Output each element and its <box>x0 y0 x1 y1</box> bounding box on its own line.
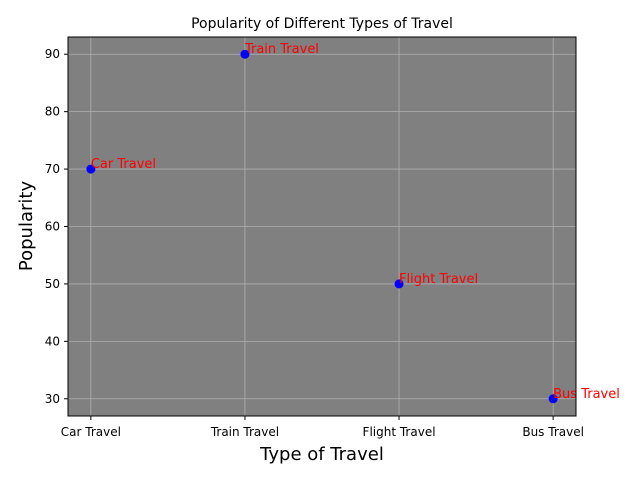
y-axis-label: Popularity <box>16 181 37 272</box>
grid-lines <box>68 37 576 416</box>
y-tick-label: 60 <box>45 220 60 234</box>
data-annotation: Bus Travel <box>553 387 620 402</box>
x-tick-label: Bus Travel <box>522 425 584 439</box>
data-annotation: Train Travel <box>244 42 319 57</box>
y-tick-label: 40 <box>45 334 60 348</box>
chart-title: Popularity of Different Types of Travel <box>191 16 453 32</box>
y-tick-label: 80 <box>45 105 60 119</box>
x-tick-label: Train Travel <box>210 425 279 439</box>
data-point <box>394 279 404 289</box>
y-axis-ticks: 30 40 50 60 70 80 90 <box>45 47 68 406</box>
x-axis-label: Type of Travel <box>259 444 384 465</box>
x-axis-ticks: Car Travel Train Travel Flight Travel Bus T… <box>61 416 584 439</box>
data-points <box>86 49 558 404</box>
y-tick-label: 50 <box>45 277 60 291</box>
y-tick-label: 90 <box>45 47 60 61</box>
data-point <box>240 49 250 59</box>
data-point <box>86 164 96 174</box>
y-tick-label: 70 <box>45 162 60 176</box>
data-point <box>548 394 558 404</box>
data-annotation: Car Travel <box>91 157 156 172</box>
data-annotation: Flight Travel <box>399 272 478 287</box>
x-tick-label: Car Travel <box>61 425 121 439</box>
x-tick-label: Flight Travel <box>363 425 436 439</box>
data-annotations: Car Travel Train Travel Flight Travel Bus T… <box>91 42 620 402</box>
y-tick-label: 30 <box>45 392 60 406</box>
